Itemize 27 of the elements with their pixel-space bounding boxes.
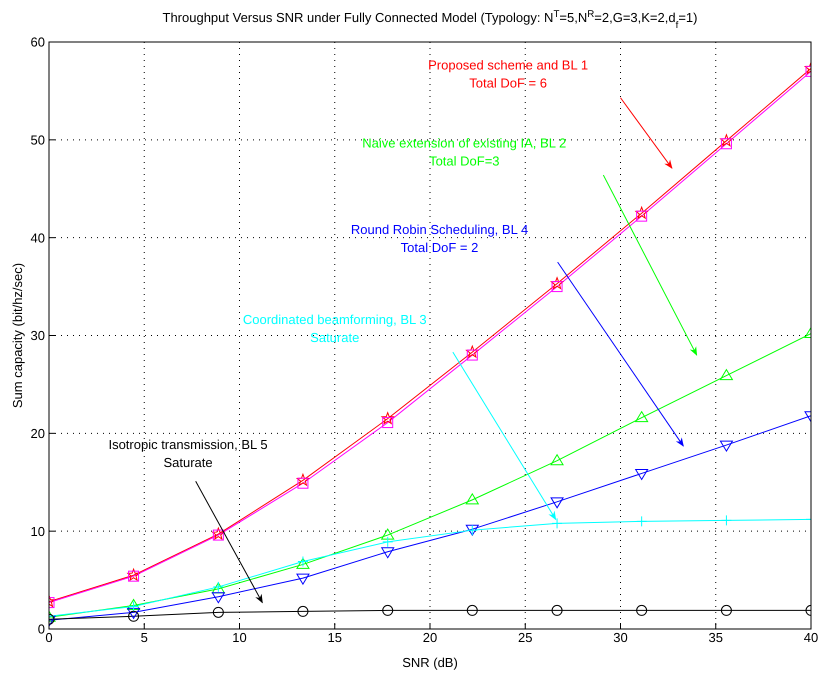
chart-title: Throughput Versus SNR under Fully Connected Model (Typology: N$^{T}$=5,N$^{R}$=2,G=3,K=2,d$_{f}$=1) bbox=[162, 8, 698, 30]
text: Naive extension of existing IA, BL 2 bbox=[362, 136, 566, 151]
y-tick-label: 50 bbox=[30, 132, 45, 148]
y-axis-title: Sum capacity (bit/hz/sec) bbox=[10, 262, 25, 408]
x-tick-label: 35 bbox=[708, 630, 723, 646]
y-tick-label: 30 bbox=[30, 328, 45, 344]
x-tick-label: 30 bbox=[613, 630, 628, 646]
x-tick-label: 20 bbox=[422, 630, 438, 646]
x-tick-label: 10 bbox=[232, 630, 247, 646]
y-tick-label: 40 bbox=[30, 230, 45, 246]
y-tick-label: 10 bbox=[30, 524, 45, 539]
y-tick-label: 20 bbox=[30, 426, 45, 441]
x-tick-label: 5 bbox=[140, 630, 148, 646]
x-tick-label: 15 bbox=[328, 630, 342, 646]
x-axis-title: SNR (dB) bbox=[402, 655, 458, 670]
text: Proposed scheme and BL 1 bbox=[428, 57, 588, 72]
text: Coordinated beamforming, BL 3 bbox=[242, 312, 427, 327]
annotation: Total DoF = 6 bbox=[469, 75, 547, 90]
annotation: Total DoF=3 bbox=[429, 154, 500, 169]
x-tick-label: 40 bbox=[804, 630, 818, 646]
annotation: Saturate bbox=[310, 330, 360, 345]
text: Round Robin Scheduling, BL 4 bbox=[350, 222, 528, 237]
annotation: Total DoF = 2 bbox=[400, 240, 478, 255]
text: Isotropic transmission, BL 5 bbox=[108, 436, 268, 452]
x-tick-label: 25 bbox=[518, 630, 532, 646]
annotation: Saturate bbox=[163, 454, 213, 470]
y-tick-label: 60 bbox=[30, 34, 45, 50]
